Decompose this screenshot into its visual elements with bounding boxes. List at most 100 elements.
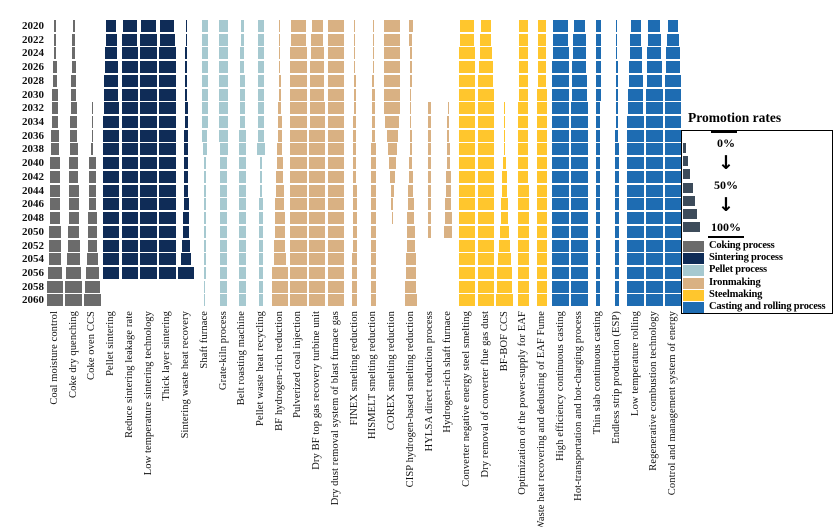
promotion-cell	[102, 266, 120, 279]
promotion-cell	[201, 33, 209, 46]
promotion-cell	[308, 239, 326, 252]
promotion-cell	[48, 239, 62, 252]
legend-label: Pellet process	[709, 264, 767, 276]
promotion-cell	[536, 266, 548, 279]
promotion-cell	[596, 116, 601, 129]
promotion-cell	[121, 184, 139, 197]
promotion-cell	[258, 253, 264, 266]
promotion-cell	[477, 294, 495, 307]
promotion-cell	[571, 102, 588, 115]
promotion-cell	[159, 61, 176, 74]
promotion-cell	[410, 74, 412, 87]
promotion-cell	[517, 294, 529, 307]
promotion-cell	[309, 102, 325, 115]
promotion-cell	[88, 198, 97, 211]
promotion-cell	[428, 170, 432, 183]
promotion-cell	[596, 184, 601, 197]
promotion-cell	[370, 170, 376, 183]
promotion-cell	[159, 74, 176, 87]
promotion-cell	[102, 253, 120, 266]
promotion-cell	[352, 225, 357, 238]
legend-row-sintering-process: Sintering process	[683, 252, 831, 265]
promotion-cell	[571, 129, 588, 142]
promotion-cell	[257, 33, 265, 46]
promotion-cell	[428, 198, 432, 211]
promotion-cell	[388, 157, 396, 170]
promotion-cell	[121, 61, 139, 74]
promotion-cell	[571, 88, 588, 101]
promotion-cell	[503, 102, 506, 115]
promotion-cell	[595, 20, 601, 32]
promotion-cell	[409, 47, 413, 60]
column-label: Converter negative energy steel smelting	[461, 311, 473, 487]
promotion-cell	[258, 198, 264, 211]
year-row-label: 2032	[22, 102, 44, 115]
promotion-cell	[627, 170, 644, 183]
promotion-cell	[614, 225, 619, 238]
promotion-cell	[219, 116, 228, 129]
promotion-cell	[615, 129, 619, 142]
promotion-cell	[517, 253, 529, 266]
promotion-cell	[102, 225, 120, 238]
promotion-cell	[352, 212, 357, 225]
promotion-cell	[428, 184, 432, 197]
promotion-cell	[327, 116, 345, 129]
promotion-cell	[309, 88, 325, 101]
year-row-label: 2044	[22, 184, 44, 197]
promotion-cell	[537, 61, 547, 74]
promotion-cell	[184, 129, 188, 142]
promotion-cell	[49, 212, 61, 225]
promotion-cell	[353, 157, 357, 170]
promotion-cell	[353, 61, 356, 74]
promotion-cell	[665, 74, 681, 87]
year-row-label: 2048	[22, 212, 44, 225]
year-row-label: 2046	[22, 198, 44, 211]
promotion-cell	[552, 170, 569, 183]
column-label: Shaft furnace	[198, 311, 210, 369]
promotion-cell	[102, 184, 120, 197]
promotion-cell	[352, 266, 357, 279]
year-row-label: 2022	[22, 33, 44, 46]
promotion-cell	[615, 102, 619, 115]
promotion-cell	[518, 61, 528, 74]
promotion-cell	[238, 143, 246, 156]
promotion-cell	[536, 212, 548, 225]
promotion-cell	[371, 129, 376, 142]
promotion-cell	[664, 170, 682, 183]
promotion-cell	[410, 102, 412, 115]
promotion-cell	[240, 47, 245, 60]
promotion-cell	[238, 184, 246, 197]
promotion-cell	[518, 33, 528, 46]
promotion-cell	[458, 143, 476, 156]
promotion-cell	[185, 20, 187, 32]
legend-row-pellet-process: Pellet process	[683, 264, 831, 277]
promotion-cell	[447, 102, 449, 115]
promotion-cell	[50, 184, 60, 197]
promotion-cell	[595, 74, 601, 87]
promotion-cell	[72, 47, 76, 60]
scale-label-50: 50%	[714, 178, 738, 192]
promotion-cell	[84, 280, 101, 293]
promotion-cell	[389, 170, 395, 183]
year-row-label: 2042	[22, 170, 44, 183]
year-row-label: 2020	[22, 20, 44, 32]
promotion-cell	[446, 143, 450, 156]
promotion-cell	[121, 253, 139, 266]
column-label: Hot-transportation and hot-charging proc…	[573, 311, 585, 501]
promotion-cell	[627, 212, 644, 225]
promotion-cell	[664, 294, 682, 307]
promotion-cell	[308, 170, 326, 183]
promotion-cell	[279, 61, 281, 74]
promotion-cell	[596, 143, 601, 156]
promotion-cell	[257, 102, 265, 115]
column-label: CISP hydrogen-based smelting reduction	[404, 311, 416, 488]
promotion-cell	[596, 266, 601, 279]
promotion-cell	[664, 88, 682, 101]
promotion-cell	[183, 170, 189, 183]
column-label: HISMELT smelting reduction	[367, 311, 379, 440]
promotion-cell	[327, 33, 345, 46]
promotion-cell	[68, 225, 80, 238]
promotion-cell	[183, 212, 189, 225]
promotion-cell	[290, 253, 307, 266]
promotion-cell	[552, 266, 569, 279]
